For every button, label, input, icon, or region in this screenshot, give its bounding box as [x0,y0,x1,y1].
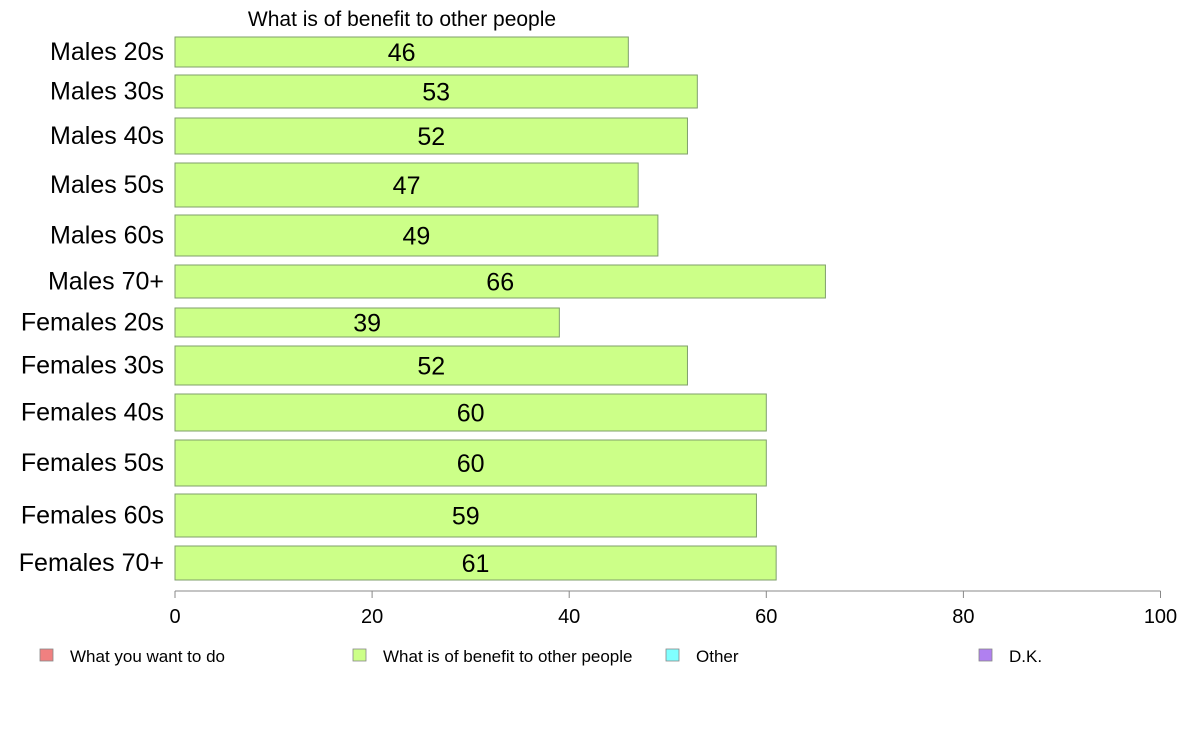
x-tick-label: 0 [169,606,180,628]
x-tick-label: 60 [755,606,777,628]
category-label: Females 70+ [19,549,164,577]
legend-swatch [39,648,54,662]
category-label: Females 40s [21,399,164,427]
category-label: Males 70+ [48,268,164,296]
x-tick-label: 100 [1144,606,1177,628]
category-label: Males 40s [50,122,164,150]
data-label: 53 [422,79,450,107]
data-label: 60 [457,450,485,478]
bar [174,264,826,299]
category-label: Males 20s [50,38,164,66]
data-label: 39 [353,310,381,338]
category-label: Females 30s [21,352,164,380]
bars-group: Males 20s 46 Males 30s 53 Males 40s 52 Males 5… [19,36,826,581]
category-label: Males 30s [50,78,164,106]
category-label: Females 20s [21,309,164,337]
data-label: 59 [452,503,480,531]
legend: What you want to do What is of benefit to… [39,647,1042,666]
bar [174,307,560,338]
bar [174,345,688,386]
x-tick-label: 40 [558,606,580,628]
data-label: 52 [417,123,445,151]
x-tick-label: 80 [952,606,974,628]
data-label: 66 [486,269,514,297]
legend-label: What you want to do [70,647,225,666]
legend-label: What is of benefit to other people [383,647,633,666]
legend-swatch [978,648,993,662]
category-label: Males 50s [50,171,164,199]
bar [174,439,767,487]
x-tick-label: 20 [361,606,383,628]
bar [174,74,698,109]
bar [174,393,767,432]
category-label: Females 50s [21,449,164,477]
legend-swatch [665,648,680,662]
data-label: 52 [417,353,445,381]
bar [174,117,688,155]
legend-label: Other [696,647,739,666]
category-label: Males 60s [50,222,164,250]
legend-swatch [352,648,367,662]
bar [174,545,777,581]
data-label: 60 [457,400,485,428]
data-label: 47 [393,172,421,200]
chart-title: What is of benefit to other people [248,8,556,31]
category-label: Females 60s [21,502,164,530]
data-label: 61 [462,550,490,578]
bar [174,214,659,257]
x-axis: 0 20 40 60 80 100 [169,590,1177,628]
data-label: 49 [403,223,431,251]
data-label: 46 [388,39,416,67]
legend-label: D.K. [1009,647,1042,666]
bar [174,162,639,208]
bar [174,493,757,538]
bar [174,36,629,68]
